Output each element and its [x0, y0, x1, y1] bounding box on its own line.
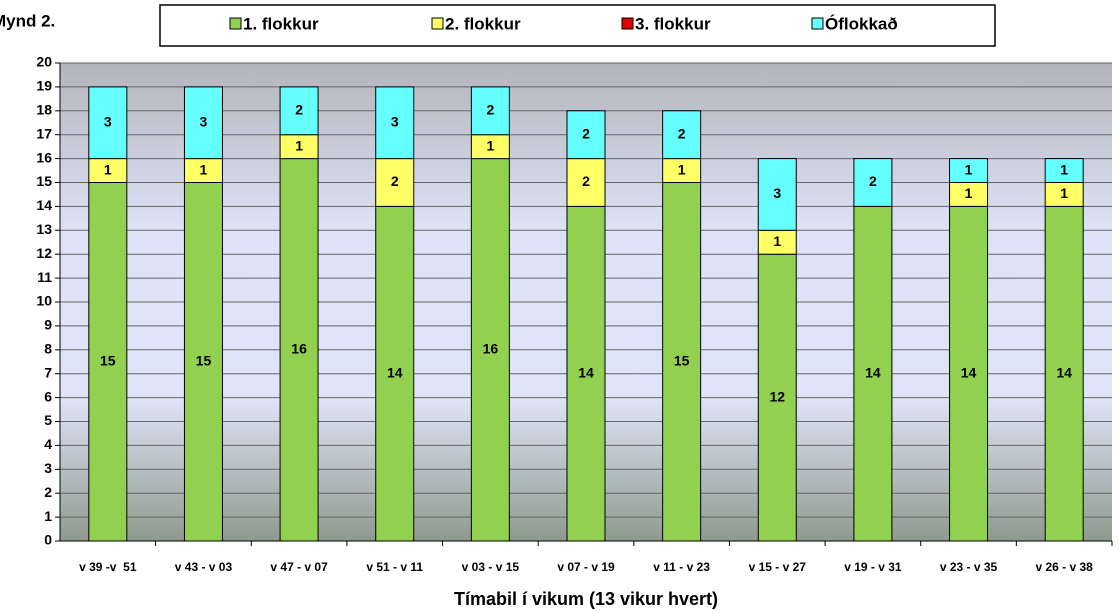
- x-tick-label: v 26 - v 38: [1035, 560, 1093, 574]
- x-tick-label: v 47 - v 07: [270, 560, 328, 574]
- chart-title: Mynd 2.: [0, 11, 55, 30]
- bar-segment: [279, 158, 319, 542]
- bar-segment: [949, 158, 989, 184]
- data-label: 14: [578, 364, 594, 380]
- x-tick-label: v 51 - v 11: [366, 560, 423, 574]
- bar-segment: [375, 205, 415, 542]
- legend-label: 3. flokkur: [635, 14, 711, 33]
- data-label: 2: [391, 173, 399, 189]
- bar-segment: [470, 158, 510, 542]
- bar-segment: [949, 205, 989, 542]
- bar-segment: [88, 86, 128, 160]
- legend-swatch: [811, 17, 824, 30]
- y-tick-label: 4: [44, 436, 52, 452]
- y-tick-label: 8: [44, 341, 52, 357]
- y-tick-label: 10: [36, 293, 52, 309]
- data-label: 16: [291, 341, 307, 357]
- data-label: 1: [773, 233, 781, 249]
- y-tick-label: 15: [36, 173, 52, 189]
- data-label: 1: [104, 161, 112, 177]
- data-label: 3: [391, 113, 399, 129]
- y-tick-label: 11: [37, 269, 52, 285]
- data-label: 14: [961, 364, 977, 380]
- x-tick-label: v 15 - v 27: [749, 560, 807, 574]
- data-label: 16: [483, 341, 499, 357]
- bar-segment: [662, 182, 702, 542]
- y-tick-label: 19: [36, 78, 52, 94]
- data-label: 1: [1060, 185, 1068, 201]
- data-label: 14: [1056, 364, 1072, 380]
- bar-segment: [853, 205, 893, 542]
- legend: [159, 4, 996, 47]
- x-tick-label: v 19 - v 31: [844, 560, 902, 574]
- x-tick-label: v 07 - v 19: [557, 560, 615, 574]
- data-label: 1: [965, 161, 973, 177]
- legend-label: 1. flokkur: [243, 14, 319, 33]
- bar-segment: [183, 182, 223, 542]
- bar-segment: [1044, 158, 1084, 184]
- data-label: 3: [773, 185, 781, 201]
- data-label: 15: [196, 352, 212, 368]
- bar-segment: [375, 158, 415, 207]
- x-tick-label: v 23 - v 35: [940, 560, 998, 574]
- y-tick-label: 16: [36, 149, 52, 165]
- data-label: 3: [200, 113, 208, 129]
- x-tick-label: v 39 -v 51: [79, 560, 137, 574]
- data-label: 14: [387, 364, 403, 380]
- y-tick-label: 1: [44, 508, 52, 524]
- data-label: 1: [200, 161, 208, 177]
- legend-swatch: [229, 17, 242, 30]
- bar-segment: [662, 110, 702, 160]
- data-label: 14: [865, 364, 881, 380]
- legend-label: Óflokkað: [825, 14, 898, 33]
- data-label: 2: [486, 102, 494, 118]
- x-tick-label: v 03 - v 15: [462, 560, 520, 574]
- x-tick-label: v 11 - v 23: [653, 560, 710, 574]
- y-tick-label: 7: [44, 364, 52, 380]
- legend-label: 2. flokkur: [445, 14, 521, 33]
- data-label: 1: [965, 185, 973, 201]
- data-label: 1: [678, 161, 686, 177]
- data-label: 2: [678, 125, 686, 141]
- y-tick-label: 9: [44, 317, 52, 333]
- data-label: 12: [769, 388, 785, 404]
- bar-segment: [279, 86, 319, 136]
- data-label: 3: [104, 113, 112, 129]
- bar-segment: [757, 253, 797, 542]
- y-tick-label: 3: [44, 460, 52, 476]
- bar-segment: [757, 158, 797, 231]
- y-tick-label: 2: [44, 484, 52, 500]
- y-tick-label: 13: [36, 221, 52, 237]
- y-tick-label: 14: [36, 197, 52, 213]
- data-label: 2: [582, 125, 590, 141]
- y-tick-label: 17: [36, 125, 52, 141]
- bar-segment: [566, 110, 606, 160]
- data-label: 15: [100, 352, 116, 368]
- y-tick-label: 20: [36, 54, 52, 70]
- data-label: 2: [869, 173, 877, 189]
- y-tick-label: 0: [44, 532, 52, 548]
- bar-segment: [375, 86, 415, 160]
- y-tick-label: 6: [44, 388, 52, 404]
- data-label: 2: [295, 102, 303, 118]
- bar-segment: [566, 205, 606, 542]
- y-tick-label: 18: [36, 102, 52, 118]
- data-label: 1: [486, 137, 494, 153]
- bar-segment: [183, 86, 223, 160]
- bar-segment: [470, 86, 510, 136]
- bar-segment: [1044, 205, 1084, 542]
- data-label: 2: [582, 173, 590, 189]
- x-axis-title: Tímabil í vikum (13 vikur hvert): [454, 589, 718, 609]
- bar-segment: [566, 158, 606, 207]
- legend-swatch: [621, 17, 634, 30]
- data-label: 15: [674, 352, 690, 368]
- y-tick-label: 12: [36, 245, 52, 261]
- legend-swatch: [431, 17, 444, 30]
- y-tick-label: 5: [44, 412, 52, 428]
- data-label: 1: [295, 137, 303, 153]
- x-tick-label: v 43 - v 03: [175, 560, 233, 574]
- data-label: 1: [1060, 161, 1068, 177]
- bar-segment: [853, 158, 893, 207]
